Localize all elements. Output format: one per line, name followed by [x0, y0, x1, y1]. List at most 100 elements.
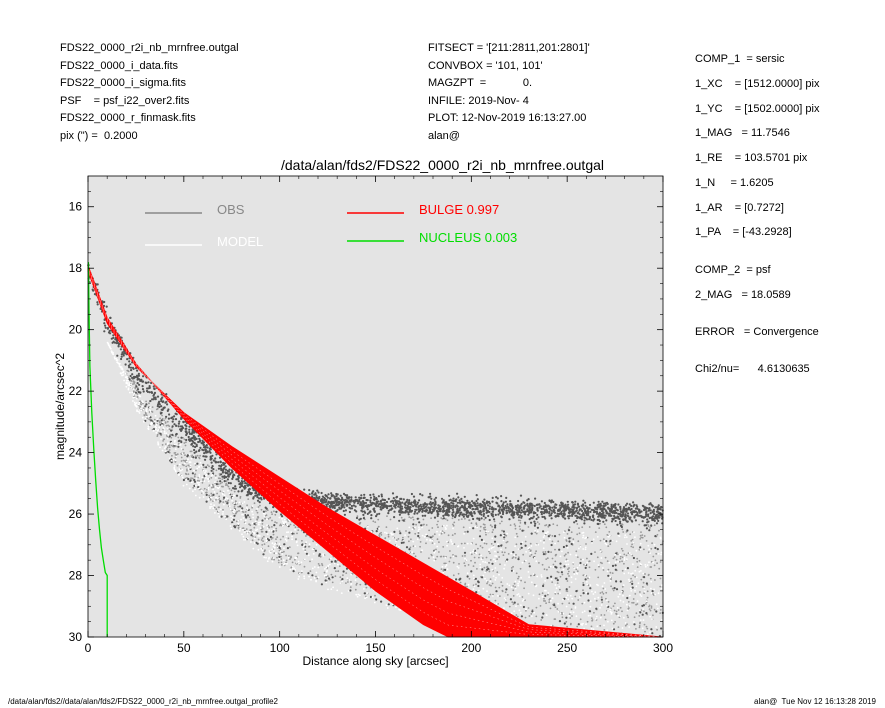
model-point: [189, 466, 192, 469]
model-point: [315, 544, 318, 546]
obs-point: [185, 438, 188, 442]
model-point: [323, 574, 326, 577]
obs-point: [655, 522, 659, 525]
obs-point: [601, 562, 603, 565]
obs-point: [214, 474, 217, 477]
obs-point: [481, 557, 484, 559]
model-point: [521, 541, 524, 544]
obs-point: [304, 549, 307, 552]
obs-point: [452, 554, 454, 556]
obs-point: [329, 502, 332, 505]
obs-point: [578, 513, 581, 516]
obs-point: [511, 509, 514, 512]
obs-point: [261, 526, 264, 528]
obs-point: [279, 538, 282, 541]
model-point: [268, 550, 271, 552]
obs-point: [505, 534, 508, 537]
obs-point: [216, 492, 219, 495]
obs-point: [138, 383, 141, 386]
obs-point: [529, 509, 532, 512]
obs-point: [658, 529, 660, 532]
model-point: [599, 607, 601, 609]
obs-point: [380, 504, 383, 507]
obs-point: [482, 514, 485, 518]
obs-point: [530, 553, 533, 556]
obs-point: [385, 526, 388, 528]
obs-point: [431, 527, 434, 529]
obs-point: [149, 416, 152, 419]
obs-point: [333, 567, 336, 570]
obs-point: [578, 527, 580, 529]
obs-point: [398, 510, 401, 513]
obs-point: [475, 523, 478, 526]
model-point: [366, 592, 369, 594]
obs-point: [659, 561, 662, 563]
obs-point: [517, 577, 519, 580]
obs-point: [599, 539, 602, 542]
model-point: [378, 527, 380, 530]
obs-point: [528, 615, 531, 617]
obs-point: [393, 499, 397, 502]
obs-point: [418, 509, 421, 512]
obs-point: [447, 514, 450, 517]
model-point: [624, 622, 627, 624]
model-point: [311, 558, 313, 561]
obs-point: [400, 497, 403, 500]
model-point: [139, 409, 141, 411]
obs-point: [377, 525, 380, 528]
model-point: [572, 561, 575, 564]
obs-point: [461, 555, 464, 557]
model-point: [238, 529, 241, 532]
obs-point: [513, 601, 516, 604]
obs-point: [174, 445, 177, 448]
obs-point: [535, 532, 538, 535]
model-point: [494, 550, 496, 553]
obs-point: [597, 576, 600, 579]
model-point: [231, 499, 234, 502]
obs-point: [594, 507, 597, 510]
obs-point: [651, 542, 653, 545]
model-point: [444, 556, 447, 559]
model-point: [555, 587, 558, 590]
obs-point: [362, 517, 365, 520]
obs-point: [522, 553, 525, 556]
model-point: [628, 580, 631, 583]
obs-point: [380, 502, 384, 505]
obs-point: [505, 506, 508, 510]
obs-point: [623, 553, 626, 556]
obs-point: [601, 513, 604, 517]
obs-point: [519, 519, 522, 522]
obs-point: [498, 556, 500, 558]
obs-point: [619, 555, 622, 558]
obs-point: [631, 520, 634, 523]
model-point: [616, 607, 619, 609]
obs-point: [584, 566, 587, 570]
obs-point: [280, 513, 283, 516]
obs-point: [193, 478, 196, 482]
obs-point: [171, 420, 174, 423]
obs-point: [459, 581, 462, 584]
obs-point: [165, 400, 168, 403]
obs-point: [93, 293, 97, 296]
obs-point: [399, 506, 402, 509]
model-point: [547, 592, 550, 594]
model-point: [411, 551, 414, 554]
model-point: [181, 468, 184, 471]
model-point: [242, 535, 245, 538]
obs-point: [386, 507, 389, 510]
obs-point: [610, 585, 612, 588]
obs-point: [629, 533, 632, 536]
obs-point: [517, 603, 519, 605]
obs-point: [548, 505, 551, 508]
obs-point: [237, 505, 240, 508]
obs-point: [512, 516, 515, 519]
model-point: [518, 609, 521, 612]
model-point: [558, 585, 561, 588]
obs-point: [463, 505, 466, 508]
model-point: [584, 563, 587, 566]
obs-point: [273, 510, 275, 513]
obs-point: [358, 498, 361, 501]
obs-point: [187, 464, 190, 467]
obs-point: [412, 545, 415, 548]
obs-point: [183, 452, 185, 454]
